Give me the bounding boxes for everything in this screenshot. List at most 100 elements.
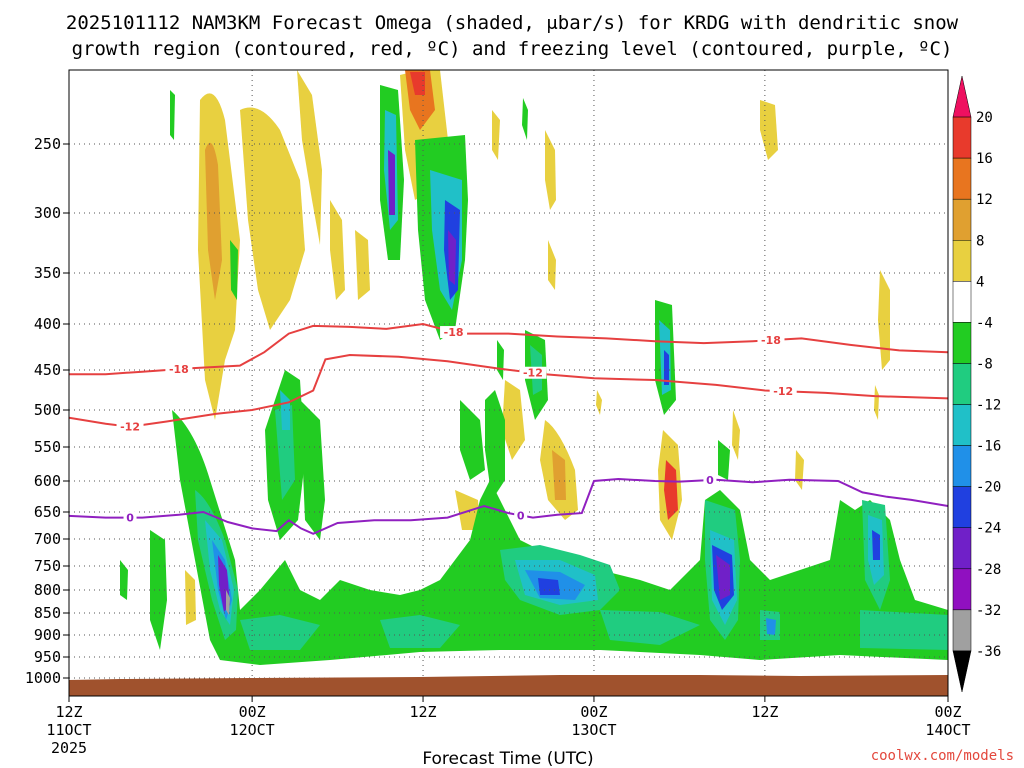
isotherm-label-bg <box>757 334 785 347</box>
y-tick-label: 900 <box>34 626 61 644</box>
isotherm-label-bg <box>116 420 144 433</box>
isotherm-label: 0 <box>517 509 525 522</box>
x-tick-label: 12Z <box>409 703 436 721</box>
omega-region <box>185 570 196 625</box>
colorbar-segment <box>952 486 972 528</box>
colorbar-label: 16 <box>976 151 993 167</box>
colorbar-segment <box>952 568 972 611</box>
x-tick-label: 14OCT <box>925 721 970 739</box>
colorbar-label: 20 <box>976 110 993 126</box>
chart-title-line1: 2025101112 NAM3KM Forecast Omega (shaded… <box>66 12 959 34</box>
x-tick-label: 13OCT <box>571 721 616 739</box>
omega-region <box>760 100 778 160</box>
isotherm-label: 0 <box>126 512 134 525</box>
colorbar-segment <box>952 75 972 118</box>
colorbar-segment <box>952 609 972 652</box>
isotherm-label: -18 <box>761 334 781 347</box>
x-tick-label: 11OCT <box>46 721 91 739</box>
omega-region <box>460 400 485 480</box>
omega-region <box>355 230 370 300</box>
omega-region <box>300 400 325 540</box>
x-tick-label: 00Z <box>580 703 607 721</box>
isotherm-label-bg <box>123 511 137 524</box>
omega-region <box>600 610 700 645</box>
isotherm-label-bg <box>514 509 528 522</box>
omega-region <box>205 142 222 300</box>
isotherm-line--12 <box>69 353 948 428</box>
isotherm-label-bg <box>165 363 193 376</box>
y-tick-label: 600 <box>34 472 61 490</box>
colorbar-segment <box>952 157 972 200</box>
colorbar-segment <box>952 527 972 570</box>
colorbar-segment <box>952 198 972 241</box>
y-tick-label: 950 <box>34 648 61 666</box>
y-tick-label: 800 <box>34 581 61 599</box>
omega-region <box>718 440 730 480</box>
omega-region <box>874 385 879 420</box>
x-axis-label: Forecast Time (UTC) <box>422 749 593 768</box>
colorbar-segment <box>952 650 972 693</box>
omega-region <box>230 240 238 300</box>
colorbar-label: 12 <box>976 192 993 208</box>
y-axis: 250 300 350 400 450 500 550 600 650 700 750 800 850 9… <box>25 135 69 687</box>
omega-region <box>860 610 948 650</box>
y-tick-label: 350 <box>34 264 61 282</box>
colorbar-label: -8 <box>976 356 993 372</box>
omega-region <box>455 490 480 530</box>
omega-region <box>388 150 395 215</box>
y-tick-label: 650 <box>34 503 61 521</box>
colorbar-segment <box>952 281 972 323</box>
isotherm-label-bg <box>519 366 547 379</box>
x-tick-label: 12Z <box>751 703 778 721</box>
isotherm-line-0 <box>69 477 948 535</box>
omega-region <box>795 450 804 490</box>
omega-region <box>170 90 175 140</box>
omega-region <box>172 410 948 665</box>
plot-frame <box>68 69 949 697</box>
colorbar-segment <box>952 240 972 282</box>
omega-region <box>878 270 890 370</box>
isotherm-label-bg <box>769 385 797 398</box>
colorbar-label: -28 <box>976 562 1001 578</box>
y-tick-label: 1000 <box>25 669 61 687</box>
isotherm-line--18 <box>69 322 948 376</box>
omega-region <box>150 530 167 650</box>
y-tick-label: 300 <box>34 204 61 222</box>
colorbar-label: -24 <box>976 521 1001 537</box>
omega-region <box>492 110 500 160</box>
y-tick-label: 500 <box>34 401 61 419</box>
omega-region <box>538 578 560 595</box>
omega-region <box>548 240 556 290</box>
isotherm-label-bg <box>703 474 717 487</box>
omega-region <box>297 70 322 245</box>
x-tick-label: 00Z <box>934 703 961 721</box>
x-tick-label: 12OCT <box>230 721 275 739</box>
omega-region <box>410 72 425 95</box>
credit-link[interactable]: coolwx.com/models <box>871 748 1014 764</box>
colorbar-label: -12 <box>976 398 1001 414</box>
omega-region <box>380 615 460 648</box>
isotherm-label-bg <box>440 326 468 339</box>
y-tick-label: 700 <box>34 530 61 548</box>
omega-region <box>766 618 776 635</box>
colorbar-label: 8 <box>976 233 984 249</box>
omega-region <box>545 130 556 210</box>
colorbar-label: -36 <box>976 644 1001 660</box>
colorbar-label: -20 <box>976 480 1001 496</box>
omega-region <box>664 350 669 385</box>
omega-region <box>120 560 128 600</box>
omega-region <box>872 530 880 560</box>
y-tick-label: 550 <box>34 438 61 456</box>
terrain-ground <box>69 675 948 696</box>
omega-region <box>485 390 505 500</box>
y-tick-label: 250 <box>34 135 61 153</box>
y-tick-label: 750 <box>34 557 61 575</box>
isotherm-contours: -18 -18 -18 -12 -12 -12 0 0 0 <box>69 322 948 535</box>
isotherm-label: 0 <box>706 474 714 487</box>
colorbar-label: 4 <box>976 274 984 290</box>
colorbar-segment <box>952 322 972 364</box>
omega-region <box>596 390 602 415</box>
x-tick-label: 00Z <box>239 703 266 721</box>
